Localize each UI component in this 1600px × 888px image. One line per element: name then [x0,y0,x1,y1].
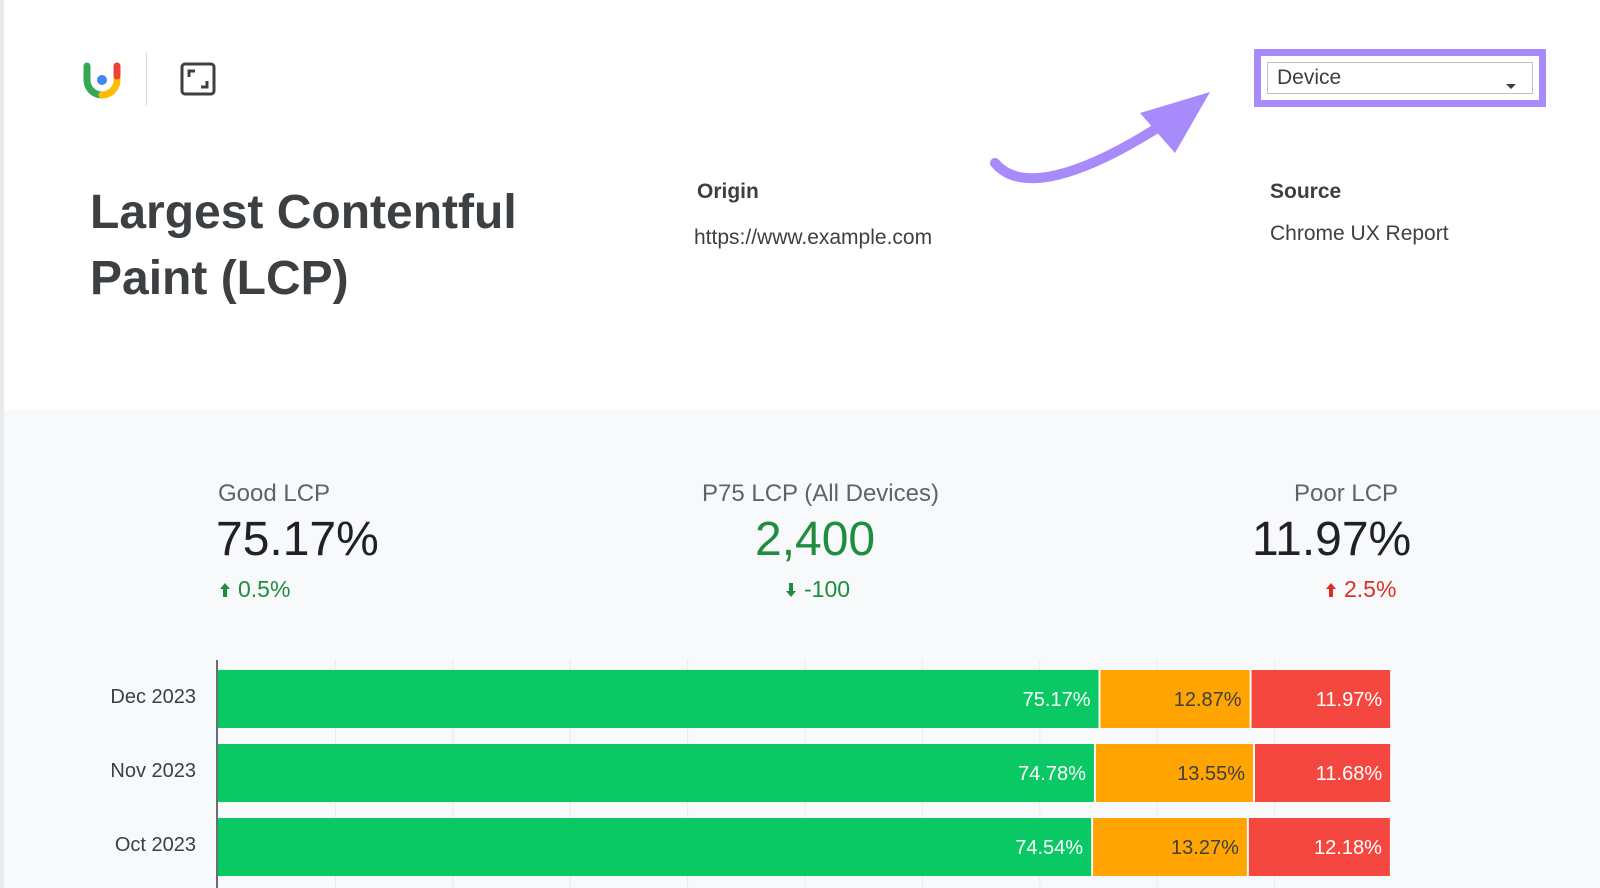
annotation-arrow-icon [990,92,1210,184]
header-divider [146,52,147,106]
poor-lcp-label: Poor LCP [1294,480,1399,507]
chevron-down-icon [1506,84,1516,89]
p75-lcp-label: P75 LCP (All Devices) [702,480,939,507]
origin-heading: Origin [697,180,759,203]
poor-lcp-delta-value: 2.5% [1344,576,1397,602]
arrow-up-icon [1326,582,1336,597]
source-heading: Source [1270,180,1342,203]
page-title: Largest Contentful Paint (LCP) [90,186,517,305]
device-filter-highlight: Device [1254,49,1546,107]
origin-value: https://www.example.com [694,226,933,249]
p75-lcp-delta: -100 [786,576,850,603]
good-lcp-delta-value: 0.5% [238,576,291,602]
fullscreen-icon[interactable] [180,62,216,96]
source-value: Chrome UX Report [1270,222,1449,245]
chart-row-label-1: Nov 2023 [110,760,196,782]
chart-row-label-0: Dec 2023 [110,686,196,708]
p75-lcp-delta-value: -100 [804,576,851,602]
device-dropdown-value: Device [1277,66,1342,89]
chart-row-label-2: Oct 2023 [114,834,196,856]
good-lcp-delta: 0.5% [220,576,290,603]
poor-lcp-delta: 2.5% [1326,576,1396,603]
p75-lcp-value: 2,400 [755,513,876,566]
crux-logo-icon [83,62,121,99]
arrow-up-icon [220,582,230,597]
good-lcp-value: 75.17% [216,513,379,566]
poor-lcp-value: 11.97% [1252,513,1412,566]
arrow-down-icon [786,582,796,597]
page-edge [0,0,4,888]
good-lcp-label: Good LCP [218,480,331,507]
metrics-panel [4,410,1600,888]
device-dropdown[interactable]: Device [1267,62,1533,94]
